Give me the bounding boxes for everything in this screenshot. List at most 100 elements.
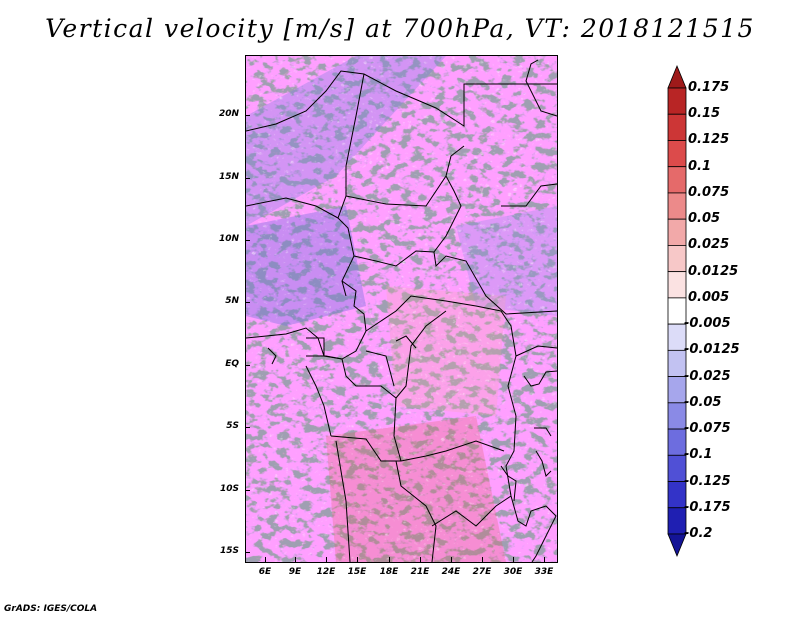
contour-texture: [246, 56, 557, 562]
lon-tick-label: 6E: [258, 567, 272, 577]
colorbar-swatch: [667, 245, 687, 273]
colorbar: [658, 62, 798, 560]
lon-tick-mark: [265, 557, 266, 562]
border-line: [246, 197, 339, 219]
border-line: [335, 440, 351, 562]
lat-tick-label: EQ: [225, 359, 239, 369]
lon-tick-mark: [451, 557, 452, 562]
colorbar-tick-label: -0.125: [684, 473, 731, 489]
colorbar-tick-label: 0.15: [688, 106, 721, 122]
colorbar-tick-label: -0.05: [684, 394, 722, 410]
lon-tick-label: 12E: [316, 567, 336, 577]
border-line: [395, 310, 447, 399]
lat-tick-mark: [245, 427, 250, 428]
border-line: [305, 365, 332, 437]
lat-tick-label: 15S: [219, 546, 239, 556]
border-line: [515, 345, 557, 357]
border-line: [341, 358, 402, 462]
lat-tick-mark: [245, 178, 250, 179]
colorbar-tick-label: -0.1: [684, 447, 713, 463]
border-line: [395, 460, 437, 562]
colorbar-tick-label: 0.1: [688, 158, 712, 174]
lon-tick-mark: [389, 557, 390, 562]
border-line: [365, 295, 502, 332]
lon-tick-mark: [482, 557, 483, 562]
colorbar-tick-label: -0.0125: [684, 342, 740, 358]
colorbar-tick-label: 0.005: [688, 289, 730, 305]
lat-tick-mark: [245, 365, 250, 366]
lon-tick-mark: [513, 557, 514, 562]
lat-tick-label: 10S: [219, 484, 239, 494]
border-line: [353, 250, 435, 267]
colorbar-tick-label: -0.175: [684, 499, 731, 515]
lat-tick-label: 10N: [218, 234, 239, 244]
border-line: [431, 495, 512, 527]
lon-tick-mark: [295, 557, 296, 562]
colorbar-swatch: [667, 192, 687, 220]
border-line: [500, 465, 517, 502]
border-line: [535, 450, 552, 477]
border-line: [345, 145, 465, 207]
map-plot: [245, 55, 558, 563]
border-line: [501, 183, 557, 207]
colorbar-swatch: [667, 87, 687, 115]
border-line: [341, 280, 367, 332]
lat-tick-mark: [245, 240, 250, 241]
border-line: [395, 335, 417, 349]
colorbar-swatch: [667, 113, 687, 141]
colorbar-tick-label: 0.0125: [688, 263, 739, 279]
border-line: [365, 350, 395, 387]
colorbar-swatch: [667, 166, 687, 194]
colorbar-tick-label: 0.05: [688, 211, 721, 227]
border-line: [525, 59, 557, 117]
colorbar-tick-label: -0.2: [684, 526, 713, 541]
colorbar-tick-label: -0.005: [684, 316, 731, 332]
colorbar-tick-label: 0.175: [688, 80, 730, 95]
lon-tick-label: 21E: [410, 567, 430, 577]
colorbar-tick-label: 0.025: [688, 237, 730, 253]
lat-tick-label: 20N: [218, 109, 239, 119]
lat-tick-label: 5S: [226, 421, 239, 431]
lon-tick-label: 9E: [288, 567, 302, 577]
lat-tick-mark: [245, 115, 250, 116]
colorbar-tick-label: 0.125: [688, 132, 730, 148]
lon-tick-mark: [357, 557, 358, 562]
border-line: [523, 370, 557, 387]
border-line: [500, 310, 517, 497]
lat-tick-label: 15N: [218, 172, 239, 182]
lat-tick-mark: [245, 490, 250, 491]
border-line: [267, 347, 277, 365]
lat-tick-label: 5N: [225, 296, 239, 306]
lon-tick-label: 33E: [534, 567, 554, 577]
border-line: [433, 175, 557, 315]
lat-tick-mark: [245, 552, 250, 553]
colorbar-tick-label: -0.075: [684, 421, 731, 437]
colorbar-swatches: [667, 64, 687, 558]
country-borders: [246, 59, 557, 562]
border-line: [531, 505, 557, 562]
colorbar-min-arrow: [667, 533, 687, 558]
lon-tick-label: 18E: [379, 567, 399, 577]
colorbar-swatch: [667, 271, 687, 299]
colorbar-tick-label: -0.025: [684, 368, 731, 384]
lat-tick-mark: [245, 302, 250, 303]
border-line: [463, 83, 557, 126]
border-line: [246, 70, 465, 132]
lon-tick-label: 24E: [441, 567, 461, 577]
lon-tick-label: 15E: [347, 567, 367, 577]
border-line: [246, 327, 367, 360]
footer-credit: GrADS: IGES/COLA: [4, 604, 98, 614]
lon-tick-mark: [544, 557, 545, 562]
border-line: [306, 337, 325, 356]
lon-tick-mark: [420, 557, 421, 562]
colorbar-max-arrow: [667, 64, 687, 89]
colorbar-tick-label: 0.075: [688, 184, 730, 200]
lon-tick-label: 27E: [472, 567, 492, 577]
lon-tick-mark: [326, 557, 327, 562]
border-line: [330, 435, 505, 462]
velocity-field-map: [246, 56, 557, 562]
colorbar-swatch: [667, 140, 687, 168]
border-line: [534, 427, 552, 437]
lon-tick-label: 30E: [503, 567, 523, 577]
border-line: [510, 495, 547, 527]
